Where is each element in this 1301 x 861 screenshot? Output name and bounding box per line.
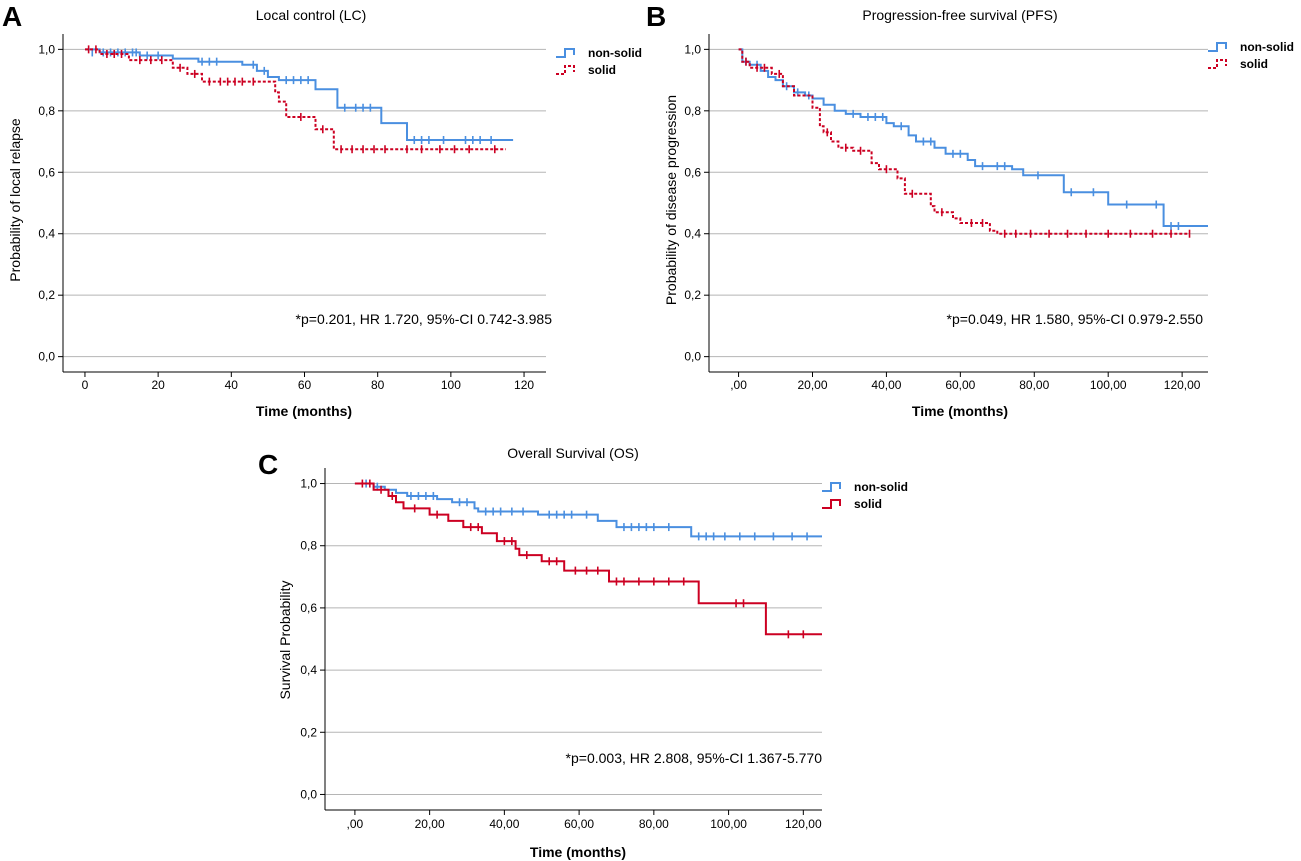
y-tick-label-c-1: 0,2: [300, 725, 317, 739]
x-tick-label-b-1: 20,00: [797, 378, 827, 392]
km-curve-c-non-solid: [354, 482, 822, 538]
km-curve-a-solid: [85, 48, 506, 151]
x-tick-label-b-5: 100,00: [1090, 378, 1127, 392]
legend-swatch-b-non-solid: [1208, 42, 1227, 52]
y-tick-label-c-3: 0,6: [300, 601, 317, 615]
x-tick-label-c-3: 60,00: [564, 817, 594, 831]
km-curve-b-solid: [738, 48, 1190, 235]
curves-b: [738, 48, 1208, 238]
x-ticks-b: ,00 20,00 40,00 60,00 80,00 100,00 120,00: [730, 372, 1201, 392]
x-tick-label-a-0: 0: [82, 378, 89, 392]
x-tick-label-a-2: 40: [225, 378, 239, 392]
chart-title-b: Progression-free survival (PFS): [862, 7, 1057, 23]
y-tick-label-c-4: 0,8: [300, 539, 317, 553]
legend-swatch-a-non-solid: [556, 48, 575, 58]
curves-a: [85, 45, 514, 154]
x-tick-label-c-4: 80,00: [639, 817, 669, 831]
legend-b: non-solid solid: [1208, 40, 1294, 71]
x-axis-label-a: Time (months): [256, 403, 352, 419]
panel-letter-c: C: [258, 449, 278, 480]
legend-swatch-c-solid: [822, 499, 841, 509]
x-tick-label-b-6: 120,00: [1164, 378, 1201, 392]
x-tick-label-c-0: ,00: [347, 817, 364, 831]
x-tick-label-b-4: 80,00: [1019, 378, 1049, 392]
curves-c: [354, 479, 822, 639]
x-tick-label-a-5: 100: [441, 378, 461, 392]
stats-annotation-c: *p=0.003, HR 2.808, 95%-CI 1.367-5.770: [566, 750, 823, 766]
x-tick-label-c-2: 40,00: [489, 817, 519, 831]
x-ticks-c: ,00 20,00 40,00 60,00 80,00 100,00 120,00: [347, 810, 822, 831]
x-tick-label-a-6: 120: [514, 378, 534, 392]
panel-a: A Local control (LC) 0,00,20,40,60,81,0 …: [2, 1, 642, 419]
x-tick-label-c-6: 120,00: [785, 817, 822, 831]
legend-label-c-solid: solid: [854, 497, 882, 511]
km-curve-b-non-solid: [738, 48, 1208, 227]
panel-c: C Overall Survival (OS) 0,0 0,2 0,4 0,6 0,8 1…: [258, 445, 908, 860]
stats-annotation-b: *p=0.049, HR 1.580, 95%-CI 0.979-2.550: [947, 311, 1204, 327]
panel-b: B Progression-free survival (PFS) 0,0 0,2…: [646, 1, 1294, 419]
y-tick-label-c-2: 0,4: [300, 663, 317, 677]
y-tick-label-b-2: 0,4: [684, 227, 701, 241]
gridlines-c: [325, 483, 822, 795]
y-tick-label-b-0: 0,0: [684, 350, 701, 364]
x-axis-label-c: Time (months): [530, 844, 626, 860]
y-tick-label-b-5: 1,0: [684, 42, 701, 56]
x-tick-label-b-3: 60,00: [945, 378, 975, 392]
panel-letter-a: A: [2, 1, 22, 32]
km-curve-a-non-solid: [85, 48, 514, 141]
legend-label-a-solid: solid: [588, 63, 616, 77]
legend-swatch-c-non-solid: [822, 482, 841, 492]
y-tick-label-a-4: 0,8: [38, 104, 55, 118]
chart-title-a: Local control (LC): [256, 7, 367, 23]
legend-label-b-non-solid: non-solid: [1240, 40, 1294, 54]
legend-a: non-solid solid: [556, 46, 642, 77]
y-axis-label-c: Survival Probability: [277, 580, 293, 699]
x-axis-label-b: Time (months): [912, 403, 1008, 419]
legend-label-c-non-solid: non-solid: [854, 480, 908, 494]
y-tick-label-b-4: 0,8: [684, 104, 701, 118]
legend-label-b-solid: solid: [1240, 57, 1268, 71]
x-tick-label-b-2: 40,00: [871, 378, 901, 392]
legend-swatch-b-solid: [1208, 59, 1227, 69]
y-tick-label-b-1: 0,2: [684, 288, 701, 302]
y-tick-label-a-0: 0,0: [38, 350, 55, 364]
x-tick-label-a-3: 60: [298, 378, 312, 392]
panel-letter-b: B: [646, 1, 666, 32]
y-ticks-a: 0,0 0,2 0,4 0,6 0,8 1,0: [38, 42, 63, 364]
km-curve-c-solid: [354, 482, 822, 636]
y-ticks-c: 0,0 0,2 0,4 0,6 0,8 1,0: [300, 477, 325, 801]
x-tick-label-b-0: ,00: [730, 378, 747, 392]
y-tick-label-c-5: 1,0: [300, 477, 317, 491]
y-tick-label-c-0: 0,0: [300, 787, 317, 801]
x-ticks-a: 0 20 40 60 80 100 120: [82, 372, 534, 392]
chart-title-c: Overall Survival (OS): [507, 445, 638, 461]
y-tick-label-b-3: 0,6: [684, 165, 701, 179]
x-tick-label-c-1: 20,00: [415, 817, 445, 831]
legend-c: non-solid solid: [822, 480, 908, 511]
gridlines-a: [63, 48, 546, 358]
y-axis-label-b: Probability of disease progression: [663, 95, 679, 305]
y-tick-label-a-2: 0,4: [38, 227, 55, 241]
y-tick-label-a-3: 0,6: [38, 165, 55, 179]
y-axis-label-a: Probability of local relapse: [7, 118, 23, 282]
x-tick-label-a-4: 80: [371, 378, 385, 392]
y-tick-label-a-1: 0,2: [38, 288, 55, 302]
x-tick-label-a-1: 20: [151, 378, 165, 392]
legend-swatch-a-solid: [556, 65, 575, 75]
stats-annotation-a: *p=0.201, HR 1.720, 95%-CI 0.742-3.985: [296, 311, 553, 327]
y-ticks-b: 0,0 0,2 0,4 0,6 0,8 1,0: [684, 42, 709, 364]
legend-label-a-non-solid: non-solid: [588, 46, 642, 60]
y-tick-label-a-5: 1,0: [38, 42, 55, 56]
x-tick-label-c-5: 100,00: [710, 817, 747, 831]
